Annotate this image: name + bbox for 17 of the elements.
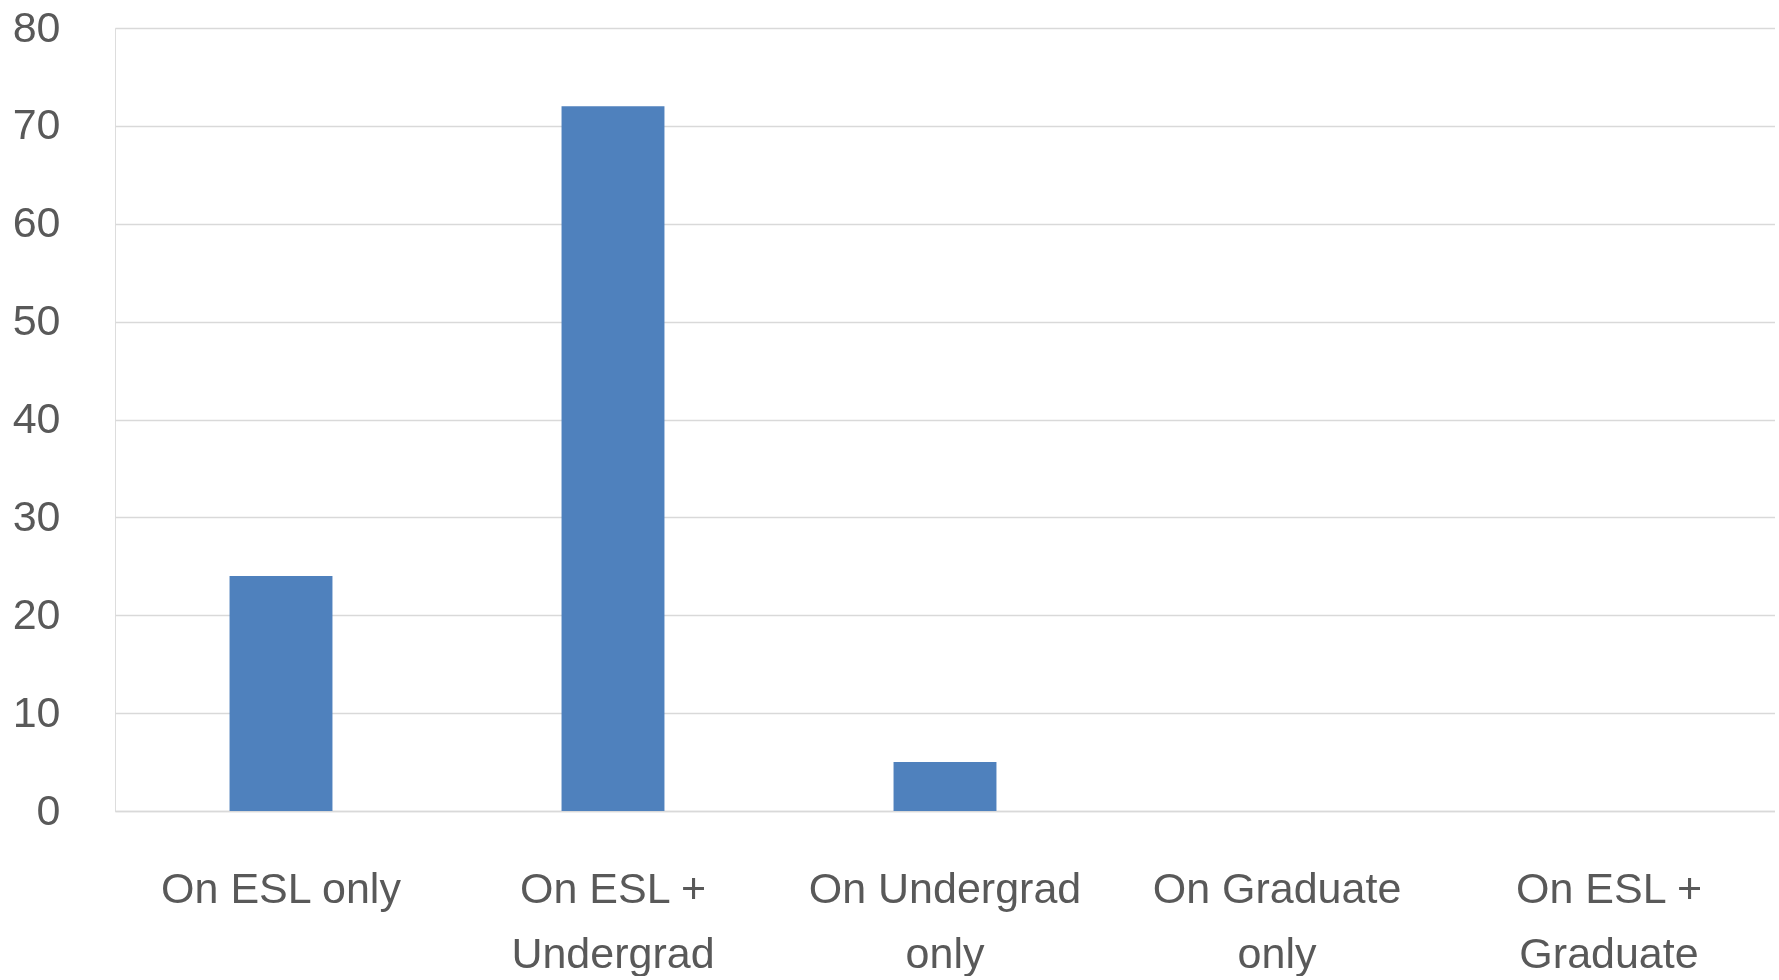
y-tick-label: 20 [12,589,61,638]
bar [561,106,665,811]
y-tick-label: 40 [12,394,61,442]
bar [229,576,333,811]
x-tick-label: On ESL only [161,863,402,912]
y-tick-label: 0 [36,785,61,834]
bar [893,762,997,811]
y-tick-label: 50 [12,296,61,345]
x-tick-label: On ESL + Graduate [1515,863,1703,977]
x-tick-label: On Graduate only [1152,863,1402,977]
x-tick-label: On ESL + Undergrad [511,863,715,977]
y-tick-label: 30 [12,491,61,540]
y-tick-label: 80 [12,2,61,51]
x-tick-label: On Undergrad only [808,863,1082,977]
y-tick-label: 70 [12,100,61,149]
y-tick-label: 60 [12,198,61,247]
y-tick-label: 10 [12,687,61,736]
